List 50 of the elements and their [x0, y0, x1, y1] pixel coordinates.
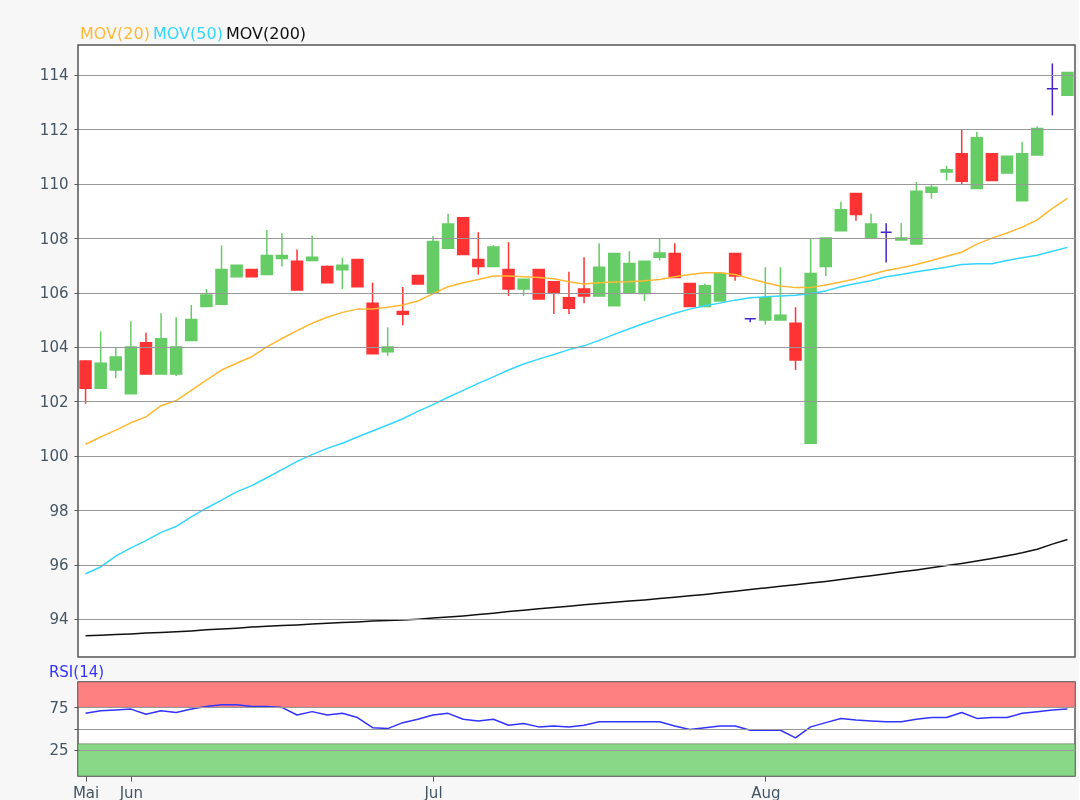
candlestick — [728, 252, 742, 282]
line-series — [84, 538, 1069, 637]
candlestick — [562, 271, 576, 315]
candlestick — [336, 256, 349, 290]
candlestick — [260, 229, 274, 276]
line-series — [84, 246, 1069, 575]
candlestick — [759, 266, 772, 326]
candlestick — [381, 326, 394, 357]
candlestick — [849, 192, 863, 222]
candlestick — [743, 317, 757, 323]
y-tick-label: 102 — [39, 392, 69, 411]
text: MOV(20) — [80, 24, 150, 43]
candlestick — [668, 242, 681, 279]
y-tick-label: 25 — [49, 741, 69, 760]
y-tick-label: 110 — [39, 175, 69, 194]
candlestick — [396, 286, 410, 326]
candlestick — [864, 212, 878, 239]
candlestick — [109, 346, 123, 379]
candlestick — [774, 266, 787, 321]
y-tick-label: 112 — [39, 120, 69, 139]
line-series — [84, 704, 1069, 739]
y-tick-label: 104 — [39, 338, 69, 357]
candlestick — [683, 282, 697, 308]
candlestick — [487, 244, 500, 268]
text: MOV(50) — [153, 24, 223, 43]
candlestick — [577, 256, 591, 304]
candlestick — [1046, 62, 1059, 117]
candlestick — [185, 304, 198, 342]
candlestick — [653, 237, 666, 262]
candlestick — [305, 234, 319, 262]
text: MOV(200) — [226, 24, 307, 43]
x-tick-label: Aug — [751, 783, 781, 800]
candlestick — [547, 280, 561, 315]
chart-title: RSI(14) — [48, 662, 105, 681]
y-tick-label: 114 — [39, 66, 69, 85]
candlestick — [879, 222, 893, 264]
x-tick-label: Jul — [423, 783, 443, 800]
y-tick-label: 100 — [39, 447, 69, 466]
candlestick — [502, 241, 515, 297]
line-series — [84, 197, 1069, 446]
y-tick-label: 106 — [39, 284, 69, 303]
x-tick-label: Mai — [72, 783, 100, 800]
candlestick — [834, 200, 848, 232]
y-tick-label: 94 — [49, 610, 69, 629]
y-tick-label: 75 — [49, 698, 69, 717]
y-tick-label: 108 — [39, 229, 69, 248]
x-tick-label: Jun — [118, 783, 144, 800]
y-tick-label: 96 — [49, 556, 69, 575]
y-tick-label: 98 — [49, 501, 69, 520]
candlestick — [472, 231, 485, 276]
